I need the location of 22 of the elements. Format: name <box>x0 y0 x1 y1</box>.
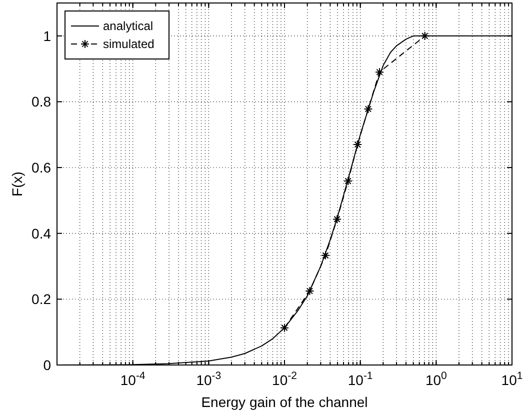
point <box>375 68 384 77</box>
y-tick-label: 0.8 <box>32 94 52 110</box>
legend-label: simulated <box>103 37 154 51</box>
x-tick-label: 10$^{-4}$ <box>120 370 146 388</box>
x-tick-label: 10$^{-2}$ <box>272 370 298 388</box>
legend-label: analytical <box>103 19 154 33</box>
x-tick-label: 10$^{0}$ <box>425 370 448 388</box>
point <box>364 104 373 114</box>
y-tick-label: 0.4 <box>32 225 52 242</box>
point <box>320 250 330 260</box>
x-tick-label: 10$^{-3}$ <box>196 370 222 388</box>
y-tick-label: 0 <box>43 357 52 373</box>
x-tick-label: 10$^{-1}$ <box>348 370 373 388</box>
point <box>353 140 362 150</box>
point <box>332 214 342 224</box>
y-tick-label: 0.6 <box>32 160 52 176</box>
y-axis-title: F(x) <box>9 172 25 196</box>
y-tick-label: 1 <box>43 28 52 44</box>
y-tick-label: 0.2 <box>32 291 52 308</box>
point <box>344 176 353 186</box>
x-axis-title: Energy gain of the channel <box>201 394 368 410</box>
x-tick-label: 10$^{1}$ <box>501 370 523 388</box>
